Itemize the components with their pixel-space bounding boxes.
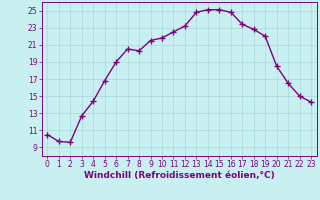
X-axis label: Windchill (Refroidissement éolien,°C): Windchill (Refroidissement éolien,°C) — [84, 171, 275, 180]
